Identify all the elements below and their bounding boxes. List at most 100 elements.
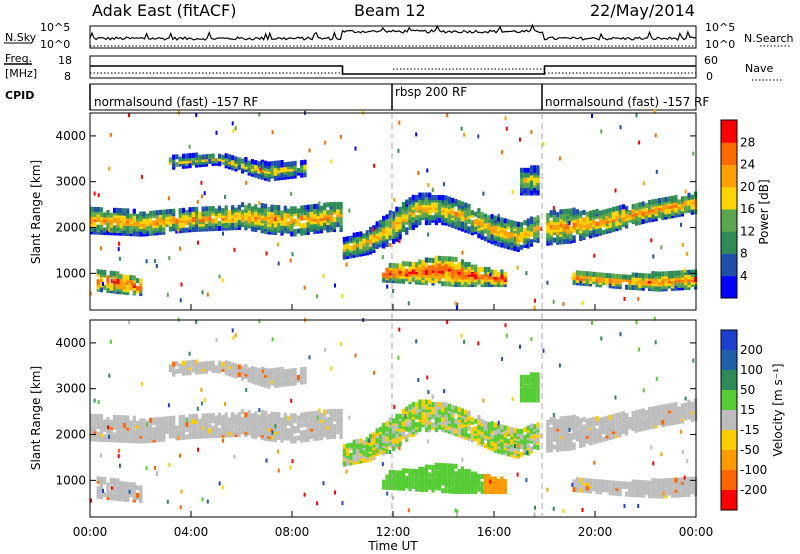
power-cell [401,261,405,267]
velocity-cell [375,438,379,444]
power-cell [506,244,511,250]
power-cell [575,280,579,286]
velocity-cell [283,369,287,375]
velocity-speckle [374,449,377,454]
velocity-cell [418,417,422,423]
power-cell [651,273,655,279]
velocity-cell [618,427,622,433]
velocity-cell [598,425,602,431]
power-cell [457,264,461,270]
power-cell [208,216,212,222]
velocity-cell [99,414,103,420]
power-cell [418,272,422,278]
velocity-speckle [552,506,555,511]
power-cell [641,219,645,225]
velocity-cell [690,401,694,407]
velocity-cell [369,456,373,462]
power-cell [575,216,579,222]
velocity-cell [332,426,337,432]
velocity-cell [566,425,570,431]
velocity-speckle [680,429,682,434]
power-cell [152,210,156,216]
power-cell [536,238,540,243]
velocity-cell [392,425,396,431]
velocity-speckle [581,508,584,512]
power-cell [520,227,524,233]
power-speckle [232,128,235,133]
power-speckle [591,113,593,118]
velocity-cell [434,462,438,468]
velocity-cell [641,408,645,414]
power-cell [277,160,281,166]
power-cell [119,276,123,282]
power-cell [378,242,383,248]
power-cell [152,223,156,229]
velocity-cell [447,411,451,417]
power-cell [575,229,579,235]
power-cell [556,224,560,230]
velocity-cell [306,411,310,417]
power-cell [431,197,435,203]
velocity-cell [296,377,300,383]
velocity-cell [418,469,422,475]
freq-trace [90,65,696,75]
power-cell [208,221,212,227]
velocity-cell [365,439,369,445]
power-cell [631,280,635,285]
velocity-cell [227,368,232,374]
velocity-cell [208,428,212,434]
velocity-cell [293,436,297,441]
velocity-cell [293,372,297,378]
velocity-cell [474,489,478,495]
velocity-cell [309,413,314,419]
power-cell [549,230,553,236]
velocity-cell [365,452,369,458]
velocity-cell [385,431,389,437]
velocity-cell [254,414,258,419]
velocity-cell [411,468,415,474]
power-cell [608,278,612,284]
velocity-cell [648,419,652,425]
velocity-cell [152,417,156,423]
velocity-cell [536,427,540,433]
velocity-cell [382,435,386,441]
velocity-cell [172,430,176,436]
velocity-cell [106,417,110,422]
power-cell [122,215,126,221]
power-cell [224,160,228,166]
velocity-cell [369,441,373,447]
velocity-cell [454,406,458,411]
power-cell [96,269,100,275]
power-cell [149,210,153,216]
velocity-cell [369,443,373,449]
velocity-cell [533,384,537,390]
power-cell [638,285,642,291]
power-cell [431,257,435,263]
velocity-speckle [90,498,93,503]
velocity-cell [661,404,665,410]
velocity-cell [227,424,232,430]
velocity-cell [395,423,399,429]
power-cell [257,168,261,174]
power-cell [172,154,176,160]
velocity-cell [595,428,599,434]
velocity-cell [369,433,373,439]
velocity-cell [355,444,360,450]
velocity-cell [460,421,465,426]
velocity-cell [497,479,501,484]
power-cell [116,225,120,231]
velocity-cell [277,367,281,373]
power-cell [392,211,396,217]
velocity-cell [116,496,120,502]
velocity-cell [634,422,639,428]
velocity-cell [464,409,468,415]
power-cell [615,216,619,222]
velocity-cell [444,407,448,413]
power-cell [241,222,245,228]
velocity-cell [569,415,573,421]
power-cell [273,160,277,166]
velocity-cell [346,461,350,466]
power-cell [359,236,363,242]
velocity-cell [388,427,392,433]
power-speckle [407,301,410,306]
